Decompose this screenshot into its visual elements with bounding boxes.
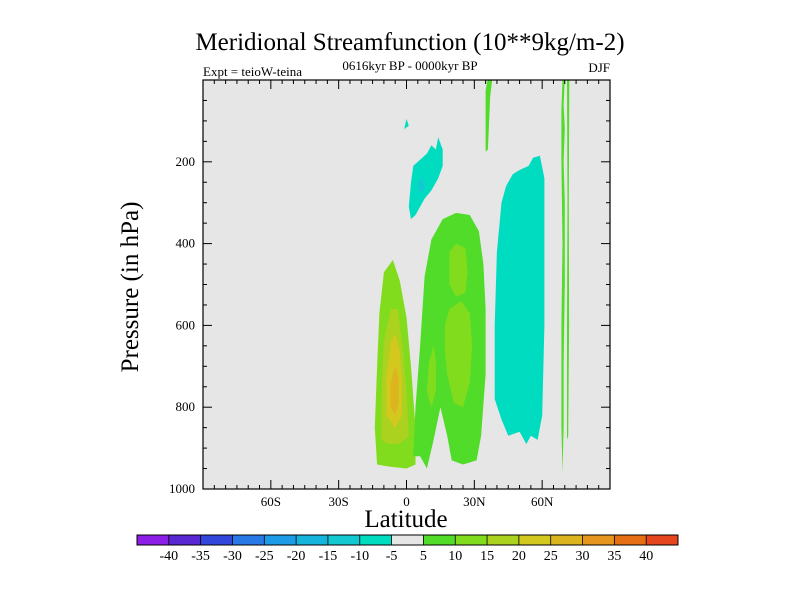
- colorbar-box: [423, 535, 456, 545]
- y-tick-label: 800: [176, 399, 196, 414]
- colorbar-box: [232, 535, 265, 545]
- contour-region-14: [567, 80, 570, 440]
- colorbar-box: [614, 535, 647, 545]
- colorbar-label: 25: [544, 549, 558, 564]
- colorbar-box: [359, 535, 392, 545]
- y-axis-ticks: 200 400 600 800 1000: [169, 79, 610, 496]
- colorbar-label: 15: [480, 549, 494, 564]
- contour-region-10: [404, 118, 409, 130]
- colorbar-frame: [136, 534, 679, 546]
- colorbar-box: [487, 535, 520, 545]
- colorbar: -40 -35 -30 -25 -20 -15 -10 -5 5 10 15 20 25 30 35 40: [136, 534, 679, 564]
- colorbar-box: [137, 535, 170, 545]
- colorbar-box: [518, 535, 551, 545]
- x-tick-label: 60S: [261, 494, 281, 509]
- x-axis-ticks: 60S 30S 0 30N 60N: [202, 80, 611, 509]
- colorbar-label: -35: [191, 549, 210, 564]
- period-label: 0616kyr BP - 0000kyr BP: [342, 58, 477, 73]
- contour-region-8: [408, 137, 443, 220]
- x-tick-label: 30N: [463, 494, 486, 509]
- colorbar-label: -5: [386, 549, 398, 564]
- colorbar-box: [646, 535, 679, 545]
- colorbar-box: [550, 535, 583, 545]
- y-tick-label: 600: [176, 317, 196, 332]
- colorbar-label: 30: [576, 549, 590, 564]
- contour-regions: [374, 80, 570, 473]
- y-axis-title: Pressure (in hPa): [117, 202, 144, 373]
- season-label: DJF: [588, 60, 610, 75]
- experiment-label: Expt = teioW-teina: [203, 64, 302, 79]
- colorbar-box: [168, 535, 201, 545]
- x-tick-label: 0: [403, 494, 410, 509]
- contour-region-9: [417, 178, 425, 195]
- y-tick-label: 1000: [169, 481, 195, 496]
- colorbar-box: [327, 535, 361, 545]
- contour-region-5: [449, 243, 468, 297]
- colorbar-label: 40: [639, 549, 653, 564]
- contour-region-11: [494, 155, 545, 444]
- colorbar-label: 5: [420, 549, 427, 564]
- colorbar-box: [391, 535, 424, 545]
- contour-region-3: [390, 366, 399, 416]
- colorbar-box: [200, 535, 233, 545]
- chart-title: Meridional Streamfunction (10**9kg/m-2): [195, 29, 624, 56]
- colorbar-label: 10: [448, 549, 462, 564]
- colorbar-label: -15: [319, 549, 338, 564]
- contour-region-7: [426, 345, 436, 408]
- contour-region-6: [444, 300, 473, 408]
- colorbar-label: -40: [159, 549, 178, 564]
- colorbar-label: -30: [223, 549, 242, 564]
- colorbar-label: -20: [287, 549, 306, 564]
- contour-region-12: [485, 80, 493, 152]
- colorbar-label: 20: [512, 549, 526, 564]
- x-tick-label: 30S: [329, 494, 349, 509]
- colorbar-box: [296, 535, 329, 545]
- x-tick-label: 60N: [531, 494, 554, 509]
- colorbar-label: 35: [607, 549, 621, 564]
- colorbar-box: [264, 535, 297, 545]
- x-axis-title: Latitude: [364, 506, 447, 533]
- contour-region-13: [561, 80, 565, 473]
- y-tick-label: 200: [176, 154, 196, 169]
- colorbar-box: [455, 535, 488, 545]
- colorbar-label: -10: [350, 549, 369, 564]
- colorbar-label: -25: [255, 549, 274, 564]
- colorbar-box: [582, 535, 615, 545]
- y-tick-label: 400: [176, 236, 196, 251]
